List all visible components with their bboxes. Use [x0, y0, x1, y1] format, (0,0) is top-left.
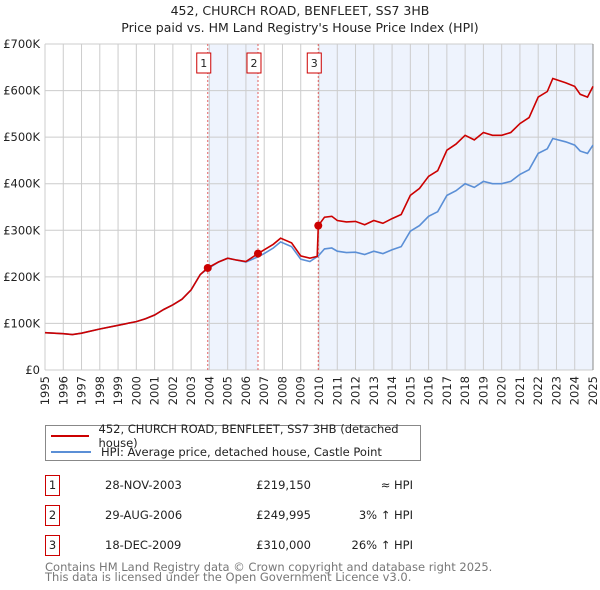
sale-hpi-compare: ≈ HPI	[380, 478, 413, 492]
x-tick-label: 2003	[184, 376, 198, 405]
table-row: 1 28-NOV-2003 £219,150 ≈ HPI	[45, 475, 413, 497]
sale-hpi-compare: 26% ↑ HPI	[351, 538, 413, 552]
sale-label: 1	[200, 57, 207, 70]
sale-marker-box: 3	[45, 535, 60, 556]
legend-swatch-red	[51, 435, 89, 437]
chart-subtitle: Price paid vs. HM Land Registry's House …	[121, 20, 479, 35]
y-tick-label: £300K	[3, 223, 40, 237]
legend-swatch-blue	[51, 451, 91, 453]
sale-date: 29-AUG-2006	[105, 508, 183, 522]
sale-hpi-compare: 3% ↑ HPI	[358, 508, 413, 522]
x-tick-label: 2008	[275, 376, 289, 405]
legend: 452, CHURCH ROAD, BENFLEET, SS7 3HB (det…	[45, 422, 421, 461]
x-tick-label: 1996	[56, 376, 70, 405]
sale-date: 18-DEC-2009	[105, 538, 182, 552]
x-tick-label: 2018	[458, 376, 472, 405]
x-tick-label: 2005	[221, 376, 235, 405]
sale-price: £249,995	[256, 508, 311, 522]
x-tick-label: 2002	[166, 376, 180, 405]
footer-copyright: Contains HM Land Registry data © Crown c…	[45, 560, 493, 574]
legend-item-property: 452, CHURCH ROAD, BENFLEET, SS7 3HB (det…	[51, 422, 420, 450]
x-tick-label: 2017	[440, 376, 454, 405]
x-tick-label: 2004	[202, 376, 216, 405]
x-tick-label: 2000	[129, 376, 143, 405]
x-tick-label: 2022	[531, 376, 545, 405]
x-tick-label: 2001	[148, 376, 162, 405]
x-tick-label: 2010	[312, 376, 326, 405]
x-tick-label: 2015	[403, 376, 417, 405]
x-tick-label: 1998	[93, 376, 107, 405]
x-tick-label: 2024	[568, 376, 582, 405]
sale-label-box	[246, 52, 262, 74]
sale-date: 28-NOV-2003	[105, 478, 182, 492]
sale-price: £310,000	[256, 538, 311, 552]
sale-point	[314, 221, 323, 230]
x-tick-label: 2021	[513, 376, 527, 405]
sale-price: £219,150	[256, 478, 311, 492]
footer-licence: This data is licensed under the Open Gov…	[45, 570, 412, 584]
sale-marker-box: 2	[45, 505, 60, 526]
sale-label: 2	[250, 57, 257, 70]
table-row: 3 18-DEC-2009 £310,000 26% ↑ HPI	[45, 535, 413, 557]
y-tick-label: £200K	[3, 270, 40, 284]
sale-marker-box: 1	[45, 475, 60, 496]
y-tick-label: £400K	[3, 177, 40, 191]
x-tick-label: 1995	[38, 376, 52, 405]
x-tick-label: 2006	[239, 376, 253, 405]
shaded-period	[207, 44, 258, 370]
x-tick-label: 2020	[495, 376, 509, 405]
shaded-period	[318, 44, 593, 370]
table-row: 2 29-AUG-2006 £249,995 3% ↑ HPI	[45, 505, 413, 527]
legend-label: 452, CHURCH ROAD, BENFLEET, SS7 3HB (det…	[98, 422, 399, 450]
x-tick-label: 2012	[349, 376, 363, 405]
price-chart: 1995 1996 1997 1998 1999 2000 2001 2002 2003 2004…	[3, 37, 600, 405]
sale-point	[203, 263, 212, 272]
x-tick-label: 1997	[75, 376, 89, 405]
y-tick-label: £700K	[3, 37, 40, 51]
y-tick-label: £600K	[3, 84, 40, 98]
sale-label-box	[306, 52, 322, 74]
chart-title: 452, CHURCH ROAD, BENFLEET, SS7 3HB	[170, 3, 430, 18]
x-tick-label: 2007	[257, 376, 271, 405]
sale-label-box	[196, 52, 212, 74]
property-price-line	[44, 77, 594, 336]
sale-label: 3	[311, 57, 318, 70]
y-tick-label: £100K	[3, 316, 40, 330]
legend-label: HPI: Average price, detached house, Cast…	[101, 445, 382, 459]
x-tick-label: 2019	[476, 376, 490, 405]
legend-item-hpi: HPI: Average price, detached house, Cast…	[51, 444, 382, 460]
y-tick-label: £500K	[3, 130, 40, 144]
x-tick-label: 2023	[549, 376, 563, 405]
x-tick-label: 2009	[294, 376, 308, 405]
x-tick-label: 2016	[422, 376, 436, 405]
sale-point	[253, 249, 262, 258]
x-tick-label: 1999	[111, 376, 125, 405]
y-tick-label: £0	[25, 363, 40, 377]
x-tick-label: 2025	[586, 376, 600, 405]
x-tick-label: 2014	[385, 376, 399, 405]
x-tick-label: 2013	[367, 376, 381, 405]
x-tick-label: 2011	[330, 376, 344, 405]
